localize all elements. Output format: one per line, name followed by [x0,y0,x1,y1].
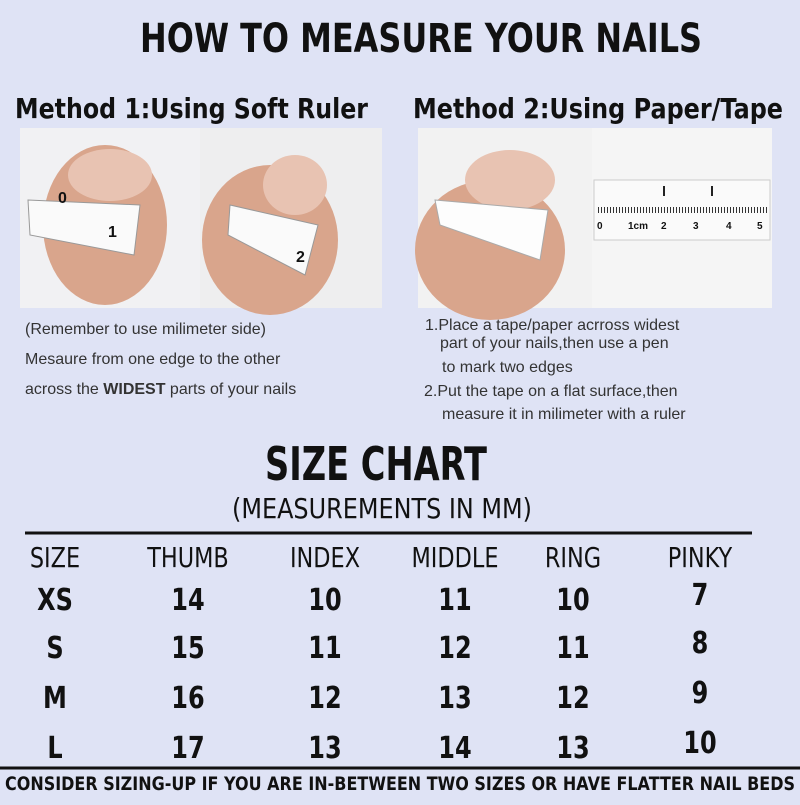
instruction: across the WIDEST parts of your nails [25,381,296,398]
ruler-label: 3 [693,221,699,232]
photo-ruler-2 [200,128,382,315]
size-value: 9 [692,676,709,710]
footer-note: CONSIDER SIZING-UP IF YOU ARE IN-BETWEEN… [5,773,795,795]
size-value: 11 [556,631,589,665]
column-header: THUMB [146,540,228,573]
size-value: 11 [438,583,471,617]
chart-title: SIZE CHART [265,437,487,491]
tape-label: 2 [296,249,305,266]
size-value: 10 [683,726,716,760]
title: HOW TO MEASURE YOUR NAILS [140,16,702,62]
ruler-label: 2 [661,221,667,232]
size-value: 12 [438,631,471,665]
ruler-label: 1cm [628,221,648,232]
size-value: 14 [438,731,471,765]
instruction-part: parts of your nails [165,381,296,398]
size-value: 7 [692,578,709,612]
instruction: measure it in milimeter with a ruler [442,406,686,423]
size-value: 12 [308,681,341,715]
instruction: to mark two edges [442,359,573,376]
size-value: 8 [692,626,709,660]
method-heading: Method 2:Using Paper/Tape [413,92,783,125]
instruction: Mesaure from one edge to the other [25,351,281,368]
column-header: PINKY [668,540,733,573]
size-value: 10 [556,583,589,617]
size-value: 15 [171,631,204,665]
instruction: 1.Place a tape/paper acrross widest [425,317,680,334]
ruler-label: 5 [757,221,763,232]
size-value: 13 [556,731,589,765]
size-value: 17 [171,731,204,765]
size-label: S [46,631,63,665]
instruction: (Remember to use milimeter side) [25,321,266,338]
photo-tape [415,128,592,320]
method-heading: Method 1:Using Soft Ruler [15,92,368,125]
column-header: SIZE [30,540,80,573]
size-value: 14 [171,583,204,617]
instruction: 2.Put the tape on a flat surface,then [424,383,678,400]
size-label: M [43,681,67,715]
size-value: 12 [556,681,589,715]
tape-label: 0 [58,190,67,207]
column-header: RING [545,540,601,573]
tape-label: 1 [108,224,117,241]
size-value: 10 [308,583,341,617]
ruler-label: 0 [597,221,603,232]
ruler-label: 4 [726,221,732,232]
chart-subtitle: (MEASUREMENTS IN MM) [232,492,532,525]
size-label: XS [37,583,73,617]
size-value: 16 [171,681,204,715]
photo-ruler-flat [592,128,772,308]
photo-ruler-1 [20,128,200,308]
instruction: part of your nails,then use a pen [440,335,669,352]
size-label: L [47,731,62,765]
size-value: 13 [308,731,341,765]
instruction-part: WIDEST [103,381,165,398]
column-header: INDEX [290,540,360,573]
size-value: 13 [438,681,471,715]
instruction-part: across the [25,381,103,398]
size-value: 11 [308,631,341,665]
column-header: MIDDLE [411,540,498,573]
